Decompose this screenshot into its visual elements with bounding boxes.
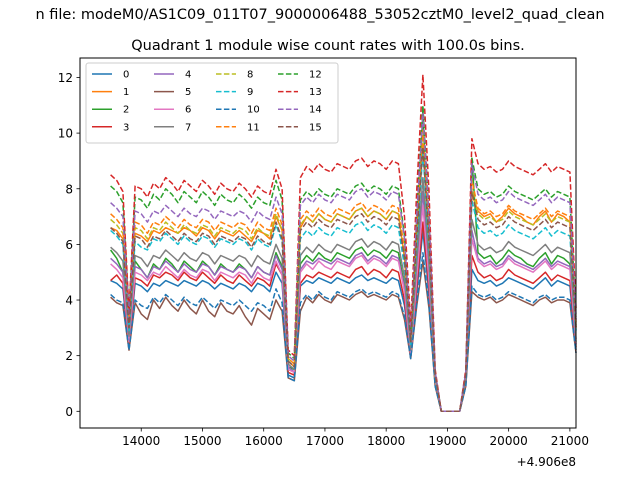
legend-label-0: 0 [123,70,129,81]
legend-label-5: 5 [185,87,191,98]
y-tick-label: 4 [65,294,73,308]
series-line-4 [110,190,577,413]
legend-label-13: 13 [309,87,322,98]
series-line-9 [110,151,577,413]
legend-label-12: 12 [309,70,322,81]
series-line-15 [110,146,577,413]
legend-label-10: 10 [247,105,260,116]
series-line-7 [110,176,577,413]
x-offset-label: +4.906e8 [517,455,576,469]
series-line-6 [110,204,577,413]
legend-label-9: 9 [247,87,253,98]
legend-label-2: 2 [123,105,129,116]
legend-label-1: 1 [123,87,129,98]
y-tick-label: 12 [58,71,73,85]
y-tick-label: 2 [65,349,73,363]
axes-frame [79,57,577,429]
x-tick-label: 19000 [428,434,466,448]
series-line-0 [110,229,577,413]
legend-label-4: 4 [185,70,191,81]
series-line-12 [110,104,577,413]
series-line-13 [110,73,577,413]
ticks-layer: 14000 15000 16000 17000 18000 19000 20000 21000… [58,71,589,448]
x-tick-label: 20000 [490,434,528,448]
legend-label-15: 15 [309,122,322,133]
x-tick-label: 17000 [306,434,344,448]
x-tick-label: 14000 [122,434,160,448]
series-line-2 [109,107,577,413]
x-tick-label: 16000 [245,434,283,448]
x-tick-label: 21000 [551,434,589,448]
series-line-3 [110,221,577,413]
legend-label-7: 7 [185,122,191,133]
legend-label-14: 14 [309,105,322,116]
y-tick-label: 8 [65,182,73,196]
x-tick-label: 18000 [367,434,405,448]
legend-label-3: 3 [123,122,129,133]
legend-label-8: 8 [247,70,253,81]
legend-frame [85,62,339,144]
series-line-10 [110,251,577,413]
series-line-14 [110,112,577,413]
y-tick-label: 0 [65,405,73,419]
legend-label-11: 11 [247,122,260,133]
x-tick-label: 15000 [183,434,221,448]
series-line-8 [110,137,577,413]
chart-title: Quadrant 1 module wise count rates with … [131,38,525,54]
y-tick-label: 6 [65,238,73,252]
series-layer [109,73,577,413]
figure-suptitle: n file: modeM0/AS1C09_011T07_9000006488_… [35,7,604,23]
series-line-5 [110,260,577,413]
series-line-11 [110,129,577,413]
legend-label-6: 6 [185,105,191,116]
y-tick-label: 10 [58,127,73,141]
